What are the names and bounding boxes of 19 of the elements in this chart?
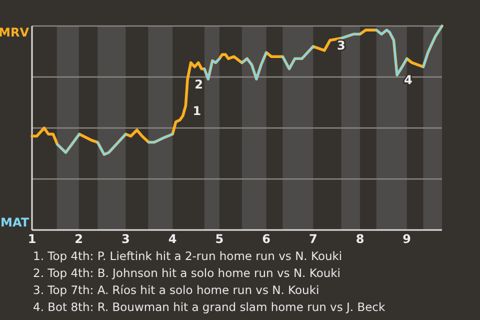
text: 3. Top 7th: A. Ríos hit a solo home run vs N. Kouki [33,283,320,297]
x-tick-label: 2 [74,232,84,246]
annotation: 2 [194,77,203,92]
annotation: 1 [192,104,202,118]
text: 4. Bot 8th: R. Bouwman hit a grand slam home run vs J. Beck [33,300,386,314]
x-tick-label: 7 [308,232,318,246]
x-tick-label: 6 [262,232,270,246]
x-tick-label: 3 [122,232,130,246]
x-tick-label: 4 [168,232,177,246]
text: 2. Top 4th: B. Johnson hit a solo home run vs N. Kouki [33,266,341,280]
annotation: 3 [337,38,346,53]
x-tick-label: 5 [215,232,224,246]
x-tick-label: 8 [356,232,364,246]
annotation: 4 [404,73,412,88]
x-tick-label: 1 [28,232,36,246]
text: MAT [0,215,30,230]
text: 1. Top 4th: P. Lieftink hit a 2-run home run vs N. Kouki [33,249,342,263]
x-tick-label: 9 [402,232,412,246]
text: MRV [0,25,30,40]
